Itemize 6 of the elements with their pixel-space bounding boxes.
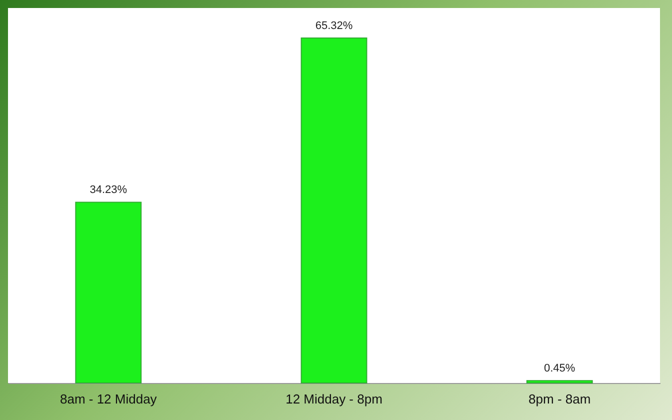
x-tick-label: 8am - 12 Midday [60,392,158,406]
x-tick-label: 8pm - 8am [528,392,591,406]
data-label: 34.23% [90,184,128,196]
x-tick-label: 12 Midday - 8pm [286,392,382,406]
data-label: 0.45% [544,362,576,375]
data-label: 65.32% [315,20,353,32]
